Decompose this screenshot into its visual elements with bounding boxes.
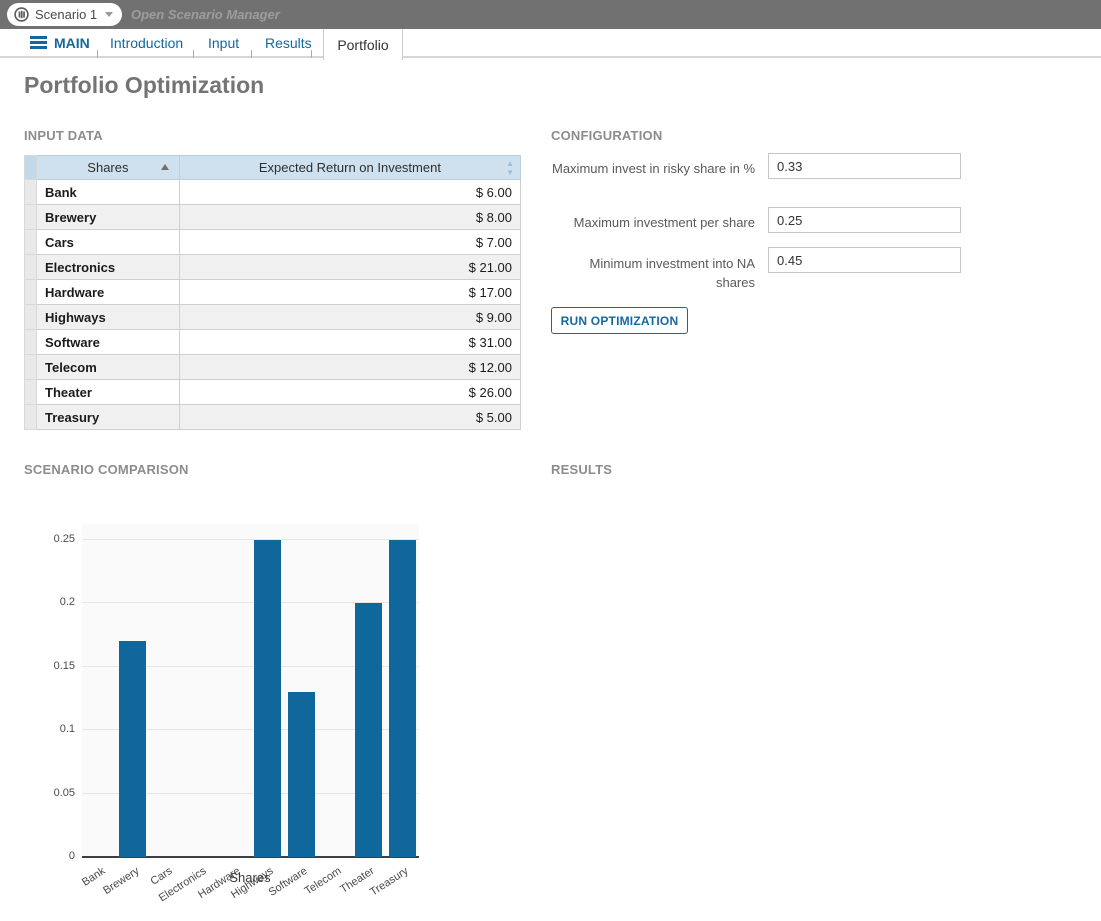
chart-bar xyxy=(288,692,315,857)
chevron-down-icon[interactable] xyxy=(105,12,113,17)
chart-bar xyxy=(254,540,281,857)
return-value-cell[interactable]: $ 12.00 xyxy=(179,355,520,380)
row-handle[interactable] xyxy=(25,405,37,430)
return-value-cell[interactable]: $ 6.00 xyxy=(179,180,520,205)
tab-results[interactable]: Results xyxy=(265,29,312,56)
tab-input[interactable]: Input xyxy=(208,29,239,56)
share-name-cell: Treasury xyxy=(37,405,180,430)
column-header-shares-label: Shares xyxy=(87,160,128,175)
return-value-cell[interactable]: $ 21.00 xyxy=(179,255,520,280)
row-handle[interactable] xyxy=(25,355,37,380)
chart-bar xyxy=(389,540,416,857)
share-name-cell: Hardware xyxy=(37,280,180,305)
column-header-expected-return-label: Expected Return on Investment xyxy=(259,160,441,175)
return-value-cell[interactable]: $ 9.00 xyxy=(179,305,520,330)
field-label-min-na: Minimum investment into NA shares xyxy=(551,255,755,293)
table-row: Treasury$ 5.00 xyxy=(25,405,521,430)
share-name-cell: Highways xyxy=(37,305,180,330)
sort-ascending-icon xyxy=(161,164,169,170)
row-handle-header xyxy=(25,156,37,180)
tab-separator xyxy=(311,50,312,58)
row-handle[interactable] xyxy=(25,205,37,230)
share-name-cell: Software xyxy=(37,330,180,355)
min-investment-na-input[interactable] xyxy=(768,247,961,273)
y-axis-tick-label: 0.2 xyxy=(45,596,75,608)
field-label-max-per-share: Maximum investment per share xyxy=(551,214,755,233)
table-row: Brewery$ 8.00 xyxy=(25,205,521,230)
section-heading-input-data: INPUT DATA xyxy=(24,128,103,143)
share-name-cell: Bank xyxy=(37,180,180,205)
tab-separator xyxy=(251,50,252,58)
y-axis-tick-label: 0.15 xyxy=(45,660,75,672)
table-row: Bank$ 6.00 xyxy=(25,180,521,205)
return-value-cell[interactable]: $ 8.00 xyxy=(179,205,520,230)
open-scenario-manager-link[interactable]: Open Scenario Manager xyxy=(131,7,280,22)
tab-separator xyxy=(97,50,98,58)
chart-bar xyxy=(355,603,382,857)
tab-portfolio-active[interactable]: Portfolio xyxy=(323,29,403,60)
return-value-cell[interactable]: $ 31.00 xyxy=(179,330,520,355)
top-bar: Scenario 1 Open Scenario Manager xyxy=(0,0,1101,29)
column-header-expected-return[interactable]: Expected Return on Investment ▲▼ xyxy=(179,156,520,180)
scenario-comparison-chart: Shares 00.050.10.150.20.25BankBreweryCar… xyxy=(45,520,475,920)
share-name-cell: Electronics xyxy=(37,255,180,280)
tab-bar: MAIN Introduction Input Results Portfoli… xyxy=(0,29,1101,58)
row-handle[interactable] xyxy=(25,180,37,205)
return-value-cell[interactable]: $ 7.00 xyxy=(179,230,520,255)
scenario-label: Scenario 1 xyxy=(35,7,97,22)
table-row: Highways$ 9.00 xyxy=(25,305,521,330)
row-handle[interactable] xyxy=(25,230,37,255)
return-value-cell[interactable]: $ 26.00 xyxy=(179,380,520,405)
y-axis-tick-label: 0.25 xyxy=(45,533,75,545)
table-row: Telecom$ 12.00 xyxy=(25,355,521,380)
section-heading-configuration: CONFIGURATION xyxy=(551,128,662,143)
column-header-shares[interactable]: Shares xyxy=(37,156,180,180)
return-value-cell[interactable]: $ 17.00 xyxy=(179,280,520,305)
row-handle[interactable] xyxy=(25,305,37,330)
return-value-cell[interactable]: $ 5.00 xyxy=(179,405,520,430)
row-handle[interactable] xyxy=(25,330,37,355)
menu-icon xyxy=(30,34,47,51)
sort-both-icon: ▲▼ xyxy=(506,159,514,177)
share-name-cell: Telecom xyxy=(37,355,180,380)
row-handle[interactable] xyxy=(25,280,37,305)
table-row: Cars$ 7.00 xyxy=(25,230,521,255)
share-name-cell: Theater xyxy=(37,380,180,405)
chart-plot-area xyxy=(82,524,419,857)
tab-main-label: MAIN xyxy=(54,35,90,51)
section-heading-scenario-comparison: SCENARIO COMPARISON xyxy=(24,462,189,477)
y-axis-tick-label: 0.1 xyxy=(45,723,75,735)
max-investment-per-share-input[interactable] xyxy=(768,207,961,233)
share-name-cell: Brewery xyxy=(37,205,180,230)
row-handle[interactable] xyxy=(25,380,37,405)
section-heading-results: RESULTS xyxy=(551,462,612,477)
table-row: Software$ 31.00 xyxy=(25,330,521,355)
field-label-max-risky: Maximum invest in risky share in % xyxy=(551,160,755,179)
input-data-table: Shares Expected Return on Investment ▲▼ … xyxy=(24,155,521,430)
scenario-selector[interactable]: Scenario 1 xyxy=(7,3,122,26)
tab-main[interactable]: MAIN xyxy=(30,29,90,56)
y-axis-tick-label: 0 xyxy=(45,850,75,862)
scenario-equalizer-icon xyxy=(14,7,29,22)
y-axis-tick-label: 0.05 xyxy=(45,787,75,799)
tab-separator xyxy=(193,50,194,58)
table-row: Theater$ 26.00 xyxy=(25,380,521,405)
table-row: Hardware$ 17.00 xyxy=(25,280,521,305)
share-name-cell: Cars xyxy=(37,230,180,255)
chart-bar xyxy=(119,641,146,857)
max-risky-share-input[interactable] xyxy=(768,153,961,179)
row-handle[interactable] xyxy=(25,255,37,280)
run-optimization-button[interactable]: RUN OPTIMIZATION xyxy=(551,307,688,334)
chart-gridline xyxy=(82,539,419,540)
table-row: Electronics$ 21.00 xyxy=(25,255,521,280)
tab-introduction[interactable]: Introduction xyxy=(110,29,183,56)
page-title: Portfolio Optimization xyxy=(24,72,264,99)
